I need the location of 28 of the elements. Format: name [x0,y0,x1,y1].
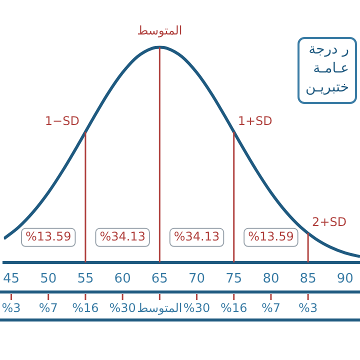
annotation: %13.59 [248,230,294,244]
ref-line-label: 1−SD [44,114,80,128]
x-tick-label: 75 [226,272,242,287]
ref-line-label: المتوسط [137,23,182,38]
text: %16 [72,301,99,316]
ref-line-label: 2+SD [312,215,347,230]
x-tick-label: 70 [188,272,206,287]
x-tick-label: 80 [262,272,280,287]
text: %7 [261,301,280,316]
annotation: ر درجة عـامـة ختبريـن [306,42,349,96]
x-tick-label: 60 [114,272,131,287]
x-tick-label: 50 [40,272,57,287]
x-tick-label: 90 [336,272,354,287]
x-tick-label: 45 [3,272,20,287]
text: %3 [2,301,21,316]
text: المتوسط [137,301,182,316]
text: %16 [220,301,248,316]
text: %3 [298,301,318,316]
text: %30 [109,301,136,316]
text: %7 [38,301,58,316]
x-tick-label: 65 [151,272,168,287]
text: %30 [183,301,210,316]
annotation: %13.59 [25,230,72,244]
annotation: %34.13 [100,230,146,244]
x-tick-label: 55 [77,272,94,287]
ref-line-label: 1+SD [238,114,272,128]
x-tick-label: 85 [300,272,316,287]
annotation: %34.13 [174,230,220,244]
